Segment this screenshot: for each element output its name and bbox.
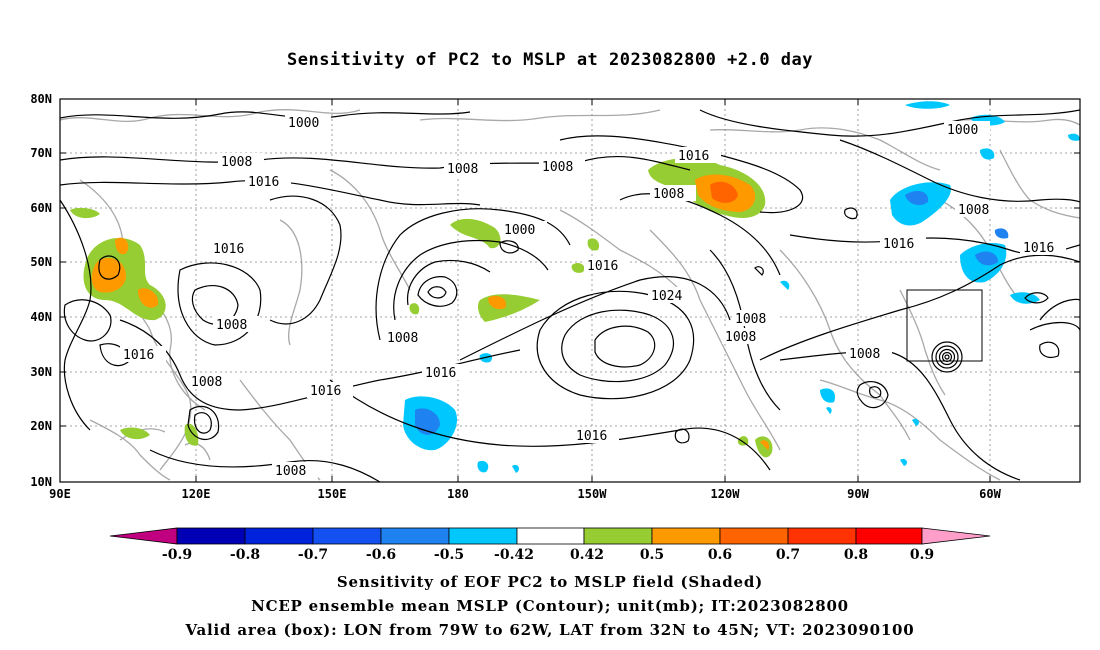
colorbar-segment bbox=[583, 527, 653, 545]
colorbar-tick-label: 0.9 bbox=[910, 547, 934, 563]
caption-valid-area: Valid area (box): LON from 79W to 62W, L… bbox=[185, 621, 915, 639]
caption-shading: Sensitivity of EOF PC2 to MSLP field (Sh… bbox=[336, 573, 764, 591]
colorbar-segment bbox=[109, 527, 178, 545]
colorbar-tick-label: 0.7 bbox=[776, 547, 800, 563]
contour-label-1000: 1000 bbox=[947, 123, 978, 138]
colorbar-tick-label: 0.6 bbox=[708, 547, 732, 563]
colorbar-segment bbox=[651, 527, 721, 545]
contour-label-1024: 1024 bbox=[651, 289, 682, 304]
sensitivity-shading bbox=[70, 101, 1080, 473]
contour-label-1008: 1008 bbox=[653, 187, 684, 202]
colorbar-segment bbox=[516, 527, 585, 545]
lon-tick-label: 150W bbox=[578, 487, 608, 501]
colorbar-tick-label: -0.42 bbox=[494, 547, 534, 563]
lat-axis: 80N 70N 60N 50N 40N 30N 20N 10N bbox=[30, 92, 52, 489]
contour-label-1008: 1008 bbox=[191, 375, 222, 390]
caption-contour: NCEP ensemble mean MSLP (Contour); unit(… bbox=[251, 597, 849, 615]
lat-tick-label: 50N bbox=[30, 255, 52, 269]
lat-tick-label: 30N bbox=[30, 365, 52, 379]
contour-label-1016: 1016 bbox=[576, 429, 607, 444]
colorbar-segment bbox=[719, 527, 789, 545]
coastlines bbox=[60, 109, 1080, 481]
colorbar-segment bbox=[176, 527, 246, 545]
colorbar-tick-label: -0.7 bbox=[298, 547, 328, 563]
contour-label-1000: 1000 bbox=[288, 116, 319, 131]
colorbar-segment bbox=[312, 527, 382, 545]
lat-tick-label: 60N bbox=[30, 201, 52, 215]
colorbar-segment bbox=[244, 527, 314, 545]
contour-labels: 1000 1008 1016 1016 1008 1016 1008 1016 … bbox=[120, 114, 1066, 479]
contour-label-1008: 1008 bbox=[221, 155, 252, 170]
lon-tick-label: 60W bbox=[979, 487, 1001, 501]
lat-tick-label: 10N bbox=[30, 475, 52, 489]
lon-axis: 90E 120E 150E 180 150W 120W 90W 60W bbox=[49, 487, 1001, 501]
contour-label-1016: 1016 bbox=[587, 259, 618, 274]
contour-label-1008: 1008 bbox=[735, 312, 766, 327]
lon-tick-label: 120W bbox=[711, 487, 741, 501]
colorbar-tick-label: -0.8 bbox=[230, 547, 260, 563]
contour-label-1008: 1008 bbox=[447, 162, 478, 177]
colorbar-tick-label: -0.6 bbox=[366, 547, 396, 563]
colorbar-segment bbox=[921, 527, 991, 545]
colorbar-tick-label: -0.5 bbox=[434, 547, 464, 563]
lat-tick-label: 20N bbox=[30, 419, 52, 433]
contour-label-1016: 1016 bbox=[1023, 241, 1054, 256]
contour-label-1008: 1008 bbox=[542, 160, 573, 175]
colorbar-segment bbox=[787, 527, 857, 545]
lat-tick-label: 80N bbox=[30, 92, 52, 106]
contour-label-1016: 1016 bbox=[248, 175, 279, 190]
valid-area-box bbox=[906, 289, 983, 362]
contour-label-1008: 1008 bbox=[275, 464, 306, 479]
contour-label-1016: 1016 bbox=[310, 384, 341, 399]
colorbar-tick-label: 0.8 bbox=[844, 547, 868, 563]
map-title: Sensitivity of PC2 to MSLP at 2023082800… bbox=[286, 50, 813, 70]
grid-lines bbox=[60, 99, 1080, 482]
colorbar bbox=[109, 527, 991, 545]
lon-tick-label: 120E bbox=[182, 487, 211, 501]
lat-tick-label: 70N bbox=[30, 146, 52, 160]
contour-label-1008: 1008 bbox=[216, 318, 247, 333]
lat-tick-label: 40N bbox=[30, 310, 52, 324]
lon-tick-label: 150E bbox=[318, 487, 347, 501]
colorbar-segment bbox=[448, 527, 518, 545]
contour-label-1008: 1008 bbox=[725, 330, 756, 345]
colorbar-tick-label: -0.9 bbox=[162, 547, 192, 563]
colorbar-segment bbox=[855, 527, 923, 545]
contour-label-1016: 1016 bbox=[883, 237, 914, 252]
contour-label-1016: 1016 bbox=[425, 366, 456, 381]
contour-label-1016: 1016 bbox=[213, 242, 244, 257]
contour-label-1008: 1008 bbox=[387, 331, 418, 346]
mslp-contours bbox=[60, 109, 1080, 482]
lon-tick-label: 180 bbox=[447, 487, 469, 501]
plot-frame bbox=[59, 98, 1081, 483]
lon-tick-label: 90W bbox=[847, 487, 869, 501]
colorbar-labels: -0.9 -0.8 -0.7 -0.6 -0.5 -0.42 0.42 0.5 … bbox=[162, 547, 934, 563]
contour-label-1000: 1000 bbox=[504, 223, 535, 238]
contour-label-1008: 1008 bbox=[849, 347, 880, 362]
lon-tick-label: 90E bbox=[49, 487, 71, 501]
contour-label-1016: 1016 bbox=[123, 348, 154, 363]
contour-label-1016: 1016 bbox=[678, 149, 709, 164]
contour-label-1008: 1008 bbox=[958, 203, 989, 218]
colorbar-tick-label: 0.42 bbox=[570, 547, 604, 563]
tick-marks bbox=[60, 98, 1080, 483]
colorbar-tick-label: 0.5 bbox=[640, 547, 664, 563]
colorbar-segment bbox=[380, 527, 450, 545]
